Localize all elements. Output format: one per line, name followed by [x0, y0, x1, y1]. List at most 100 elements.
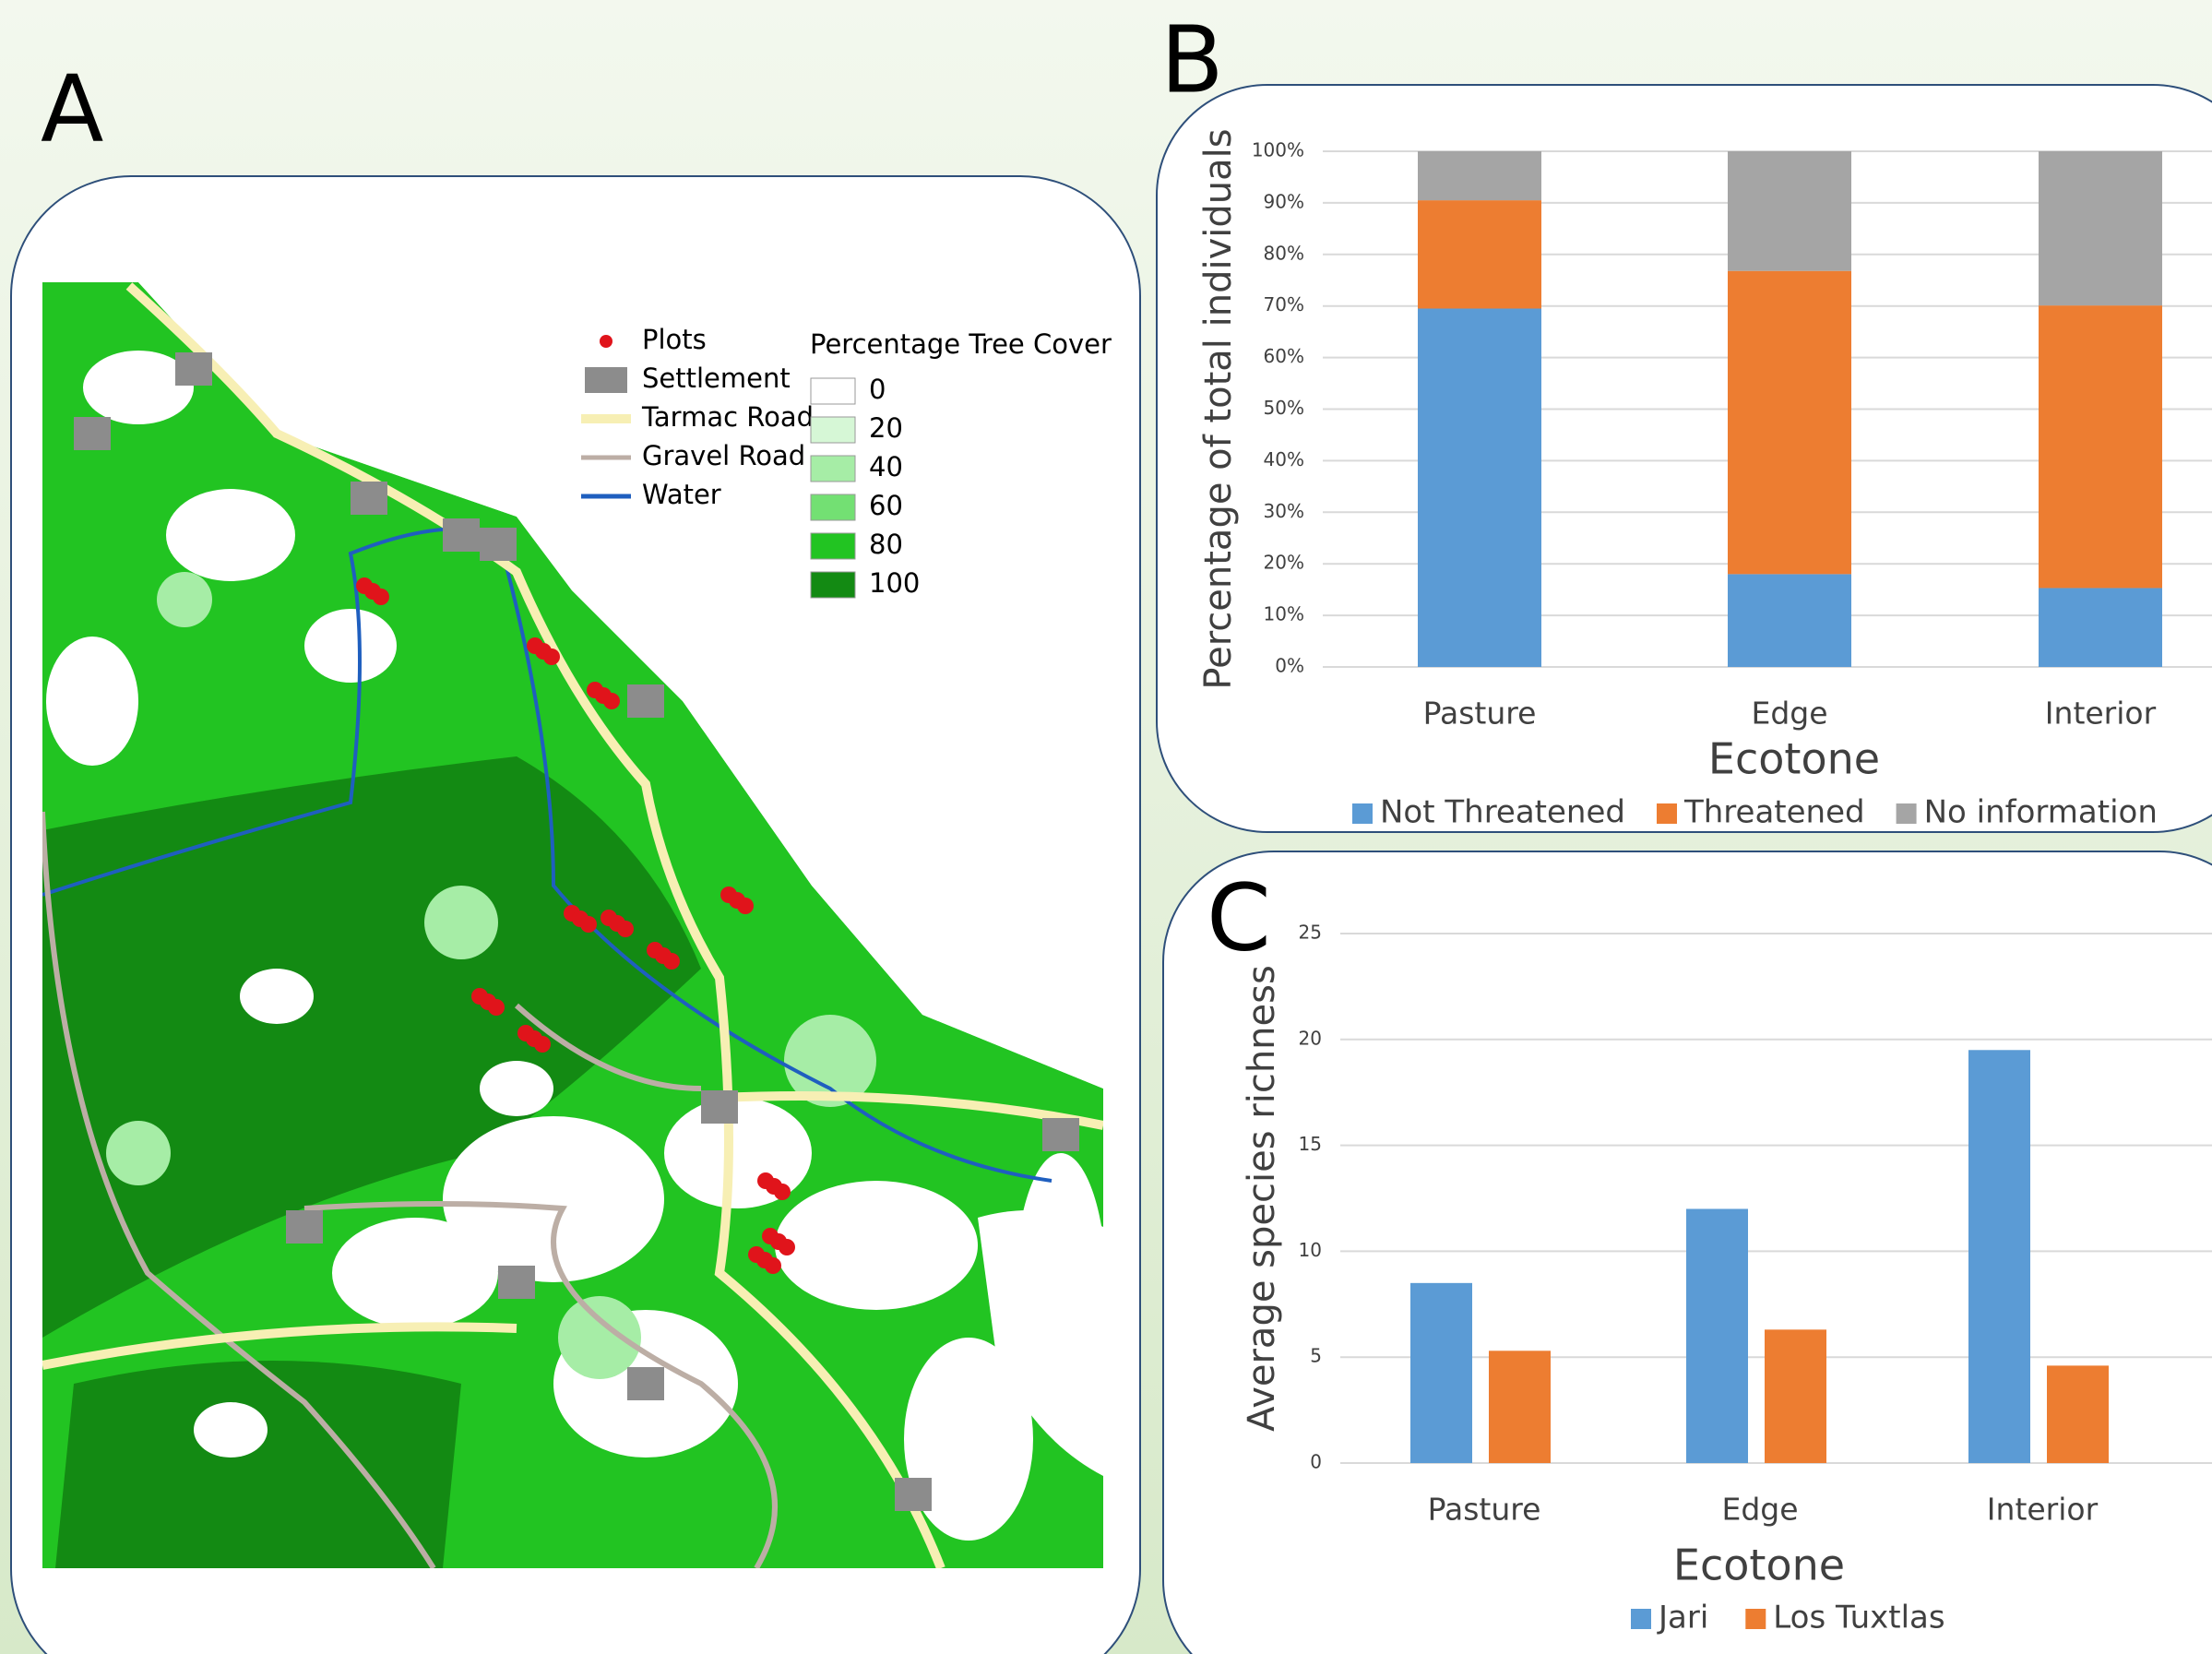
bar [1686, 1208, 1748, 1463]
y-axis-title: Average species richness [1241, 965, 1283, 1432]
bar-segment [1418, 151, 1541, 201]
y-tick-label: 60% [1264, 345, 1304, 367]
lagoon [978, 1210, 1103, 1476]
legend-label: Gravel Road [642, 440, 805, 471]
bar-segment [2039, 151, 2162, 306]
x-tick-label: Interior [1987, 1492, 2099, 1528]
legend-label: Settlement [642, 363, 791, 394]
y-tick-label: 0 [1310, 1451, 1322, 1473]
settlement [74, 417, 111, 450]
legend-swatch [1896, 803, 1917, 824]
bar [1968, 1050, 2030, 1463]
legend-swatch [1352, 803, 1373, 824]
legend-label: 20 [869, 412, 903, 444]
settlement [480, 528, 517, 561]
cleared-patch [194, 1402, 268, 1458]
cleared-patch [304, 609, 397, 683]
legend-swatch [810, 532, 856, 560]
bar [1489, 1351, 1551, 1463]
forest-south [55, 1361, 461, 1568]
bar-segment [1728, 270, 1851, 575]
y-tick-label: 70% [1264, 293, 1304, 315]
legend-swatch [1745, 1609, 1766, 1629]
legend-swatch [600, 335, 612, 348]
legend-label: 60 [869, 490, 903, 521]
legend-label: 100 [869, 567, 920, 599]
plot-point [534, 1036, 551, 1053]
cleared-patch [332, 1218, 498, 1328]
cleared-patch [166, 489, 295, 581]
x-tick-label: Pasture [1428, 1492, 1541, 1528]
legend-label: 80 [869, 529, 903, 560]
plot-point [779, 1239, 795, 1255]
cleared-patch [775, 1181, 978, 1310]
y-tick-label: 5 [1310, 1345, 1322, 1367]
legend-swatch [810, 571, 856, 599]
settlement [175, 352, 212, 386]
y-tick-label: 15 [1299, 1133, 1322, 1155]
legend-title: Percentage Tree Cover [810, 328, 1112, 360]
legend-swatch [585, 367, 627, 393]
legend-label: Water [642, 479, 721, 510]
tarmac-road [42, 282, 1103, 1568]
content: A Plots Settlement Tarmac Road Gravel Road Wa… [41, 6, 2212, 1636]
legend-swatch [810, 416, 856, 444]
cleared-patch [443, 1116, 664, 1282]
bar-segment [1418, 200, 1541, 309]
legend-label: No information [1924, 794, 2158, 831]
bar-segment [1728, 151, 1851, 271]
gravel-road [42, 811, 778, 1568]
water [42, 527, 1052, 1183]
map [42, 282, 1103, 1568]
bar [2047, 1365, 2109, 1463]
settlement [1042, 1118, 1079, 1151]
cleared-patch [83, 351, 194, 424]
bar-segment [1728, 574, 1851, 667]
legend-swatch [1656, 803, 1677, 824]
y-tick-label: 80% [1264, 242, 1304, 264]
light-patch [558, 1296, 641, 1379]
y-tick-label: 50% [1264, 397, 1304, 419]
plot-point [774, 1184, 791, 1200]
plot-point [663, 953, 680, 970]
light-patch [157, 572, 212, 627]
y-tick-label: 30% [1264, 500, 1304, 522]
legend-label: 0 [869, 374, 886, 405]
settlement [351, 482, 387, 515]
x-tick-label: Edge [1721, 1492, 1798, 1528]
light-patch [424, 886, 498, 959]
plot-point [617, 921, 634, 937]
y-tick-label: 20 [1299, 1027, 1322, 1049]
legend-label: 40 [869, 451, 903, 482]
legend-label: Plots [642, 324, 707, 355]
plot-point [737, 898, 754, 914]
plot-point [580, 916, 597, 933]
y-tick-label: 90% [1264, 190, 1304, 212]
settlement [286, 1210, 323, 1243]
cleared-patch [46, 637, 138, 766]
legend-label: Jari [1657, 1600, 1708, 1636]
plot-point [373, 589, 389, 605]
settlement [627, 1367, 664, 1400]
cleared-patch [240, 969, 314, 1024]
x-axis-title: Ecotone [1708, 734, 1880, 784]
y-tick-label: 10 [1299, 1239, 1322, 1261]
cleared-patch [904, 1338, 1033, 1541]
legend-swatch [810, 455, 856, 482]
bar-segment [2039, 305, 2162, 589]
plot-point [603, 693, 620, 709]
panel-label: C [1207, 863, 1271, 971]
y-axis-title: Percentage of total individuals [1197, 128, 1240, 689]
bar [1410, 1282, 1472, 1463]
legend-swatch [810, 494, 856, 521]
x-axis-title: Ecotone [1673, 1541, 1845, 1590]
x-tick-label: Interior [2045, 696, 2157, 732]
cleared-patch [480, 1061, 553, 1116]
y-tick-label: 20% [1264, 552, 1304, 574]
plot-point [543, 649, 560, 665]
settlement [627, 684, 664, 718]
sea [138, 282, 1103, 1089]
bar [1765, 1329, 1826, 1463]
settlement [701, 1090, 738, 1124]
y-tick-label: 10% [1264, 603, 1304, 625]
